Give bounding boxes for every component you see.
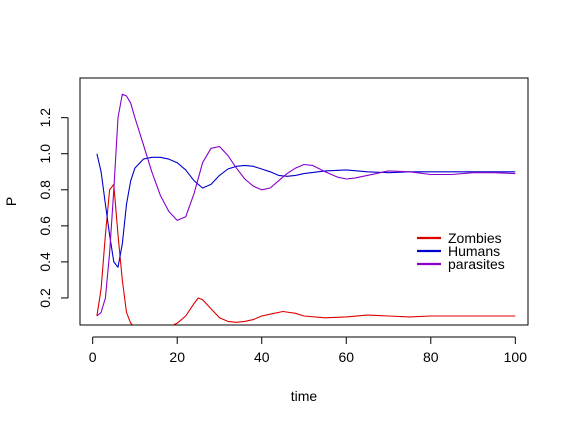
series-line-humans xyxy=(96,153,516,268)
plot-frame xyxy=(79,77,529,326)
x-tick-label: 100 xyxy=(504,349,528,365)
legend-label-parasites: parasites xyxy=(448,256,505,272)
x-tick-label: 0 xyxy=(89,349,97,365)
y-tick-label: 0.2 xyxy=(37,288,53,308)
x-axis: 0 20 40 60 80 100 xyxy=(89,336,528,365)
x-tick-label: 60 xyxy=(338,349,354,365)
x-tick-label: 20 xyxy=(169,349,185,365)
y-tick-label: 0.4 xyxy=(37,252,53,272)
y-tick-label: 1.0 xyxy=(37,144,53,164)
legend-label-zombies: Zombies xyxy=(448,230,502,246)
x-axis-label: time xyxy=(291,388,318,404)
y-tick-label: 1.2 xyxy=(37,108,53,128)
series-line-zombies xyxy=(96,183,516,325)
y-tick-label: 0.6 xyxy=(37,216,53,236)
x-tick-label: 80 xyxy=(423,349,439,365)
y-axis-label: P xyxy=(3,197,19,206)
series-layer xyxy=(96,93,516,325)
legend-label-humans: Humans xyxy=(448,243,500,259)
y-axis: 0.2 0.4 0.6 0.8 1.0 1.2 xyxy=(37,108,69,308)
x-tick-label: 40 xyxy=(254,349,270,365)
series-line-parasites xyxy=(96,93,516,317)
y-tick-label: 0.8 xyxy=(37,180,53,200)
